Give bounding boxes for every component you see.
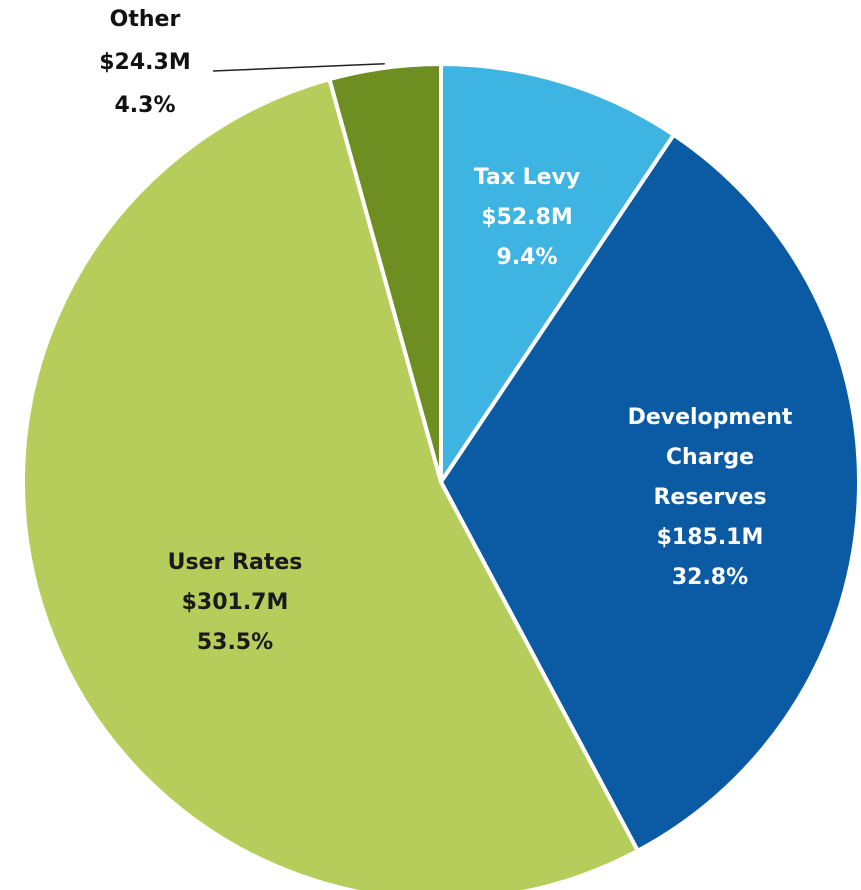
leader-line xyxy=(212,63,385,72)
amount-label: $301.7M xyxy=(182,590,289,615)
category-label: User Rates xyxy=(168,550,303,575)
slice-label: User Rates $301.7M 53.5% xyxy=(168,550,303,655)
slice-label: Development Charge Reserves $185.1M 32.8% xyxy=(628,405,793,590)
slice-label: Tax Levy $52.8M 9.4% xyxy=(474,165,581,270)
pie-slice xyxy=(21,76,641,890)
category-line: Other xyxy=(110,7,181,32)
category-line: Development xyxy=(628,405,793,430)
value-label: 4.3% xyxy=(114,93,175,118)
slice-label: Other $24.3M 4.3% xyxy=(99,7,190,118)
value-label: 9.4% xyxy=(496,245,557,270)
category-line: Charge xyxy=(666,445,754,470)
pie-slice xyxy=(438,132,861,854)
category-line: Tax Levy xyxy=(474,165,581,190)
value-label: 53.5% xyxy=(197,630,273,655)
value-label: 32.8% xyxy=(672,565,748,590)
category-line: User Rates xyxy=(168,550,303,575)
category-label: Development Charge Reserves xyxy=(628,405,793,510)
category-line: Reserves xyxy=(653,485,766,510)
amount-label: $52.8M xyxy=(481,205,572,230)
pie-slice xyxy=(439,61,677,489)
category-label: Tax Levy xyxy=(474,165,581,190)
amount-label: $185.1M xyxy=(657,525,764,550)
category-label: Other xyxy=(110,7,181,32)
pie-slice xyxy=(326,61,443,483)
amount-label: $24.3M xyxy=(99,50,190,75)
